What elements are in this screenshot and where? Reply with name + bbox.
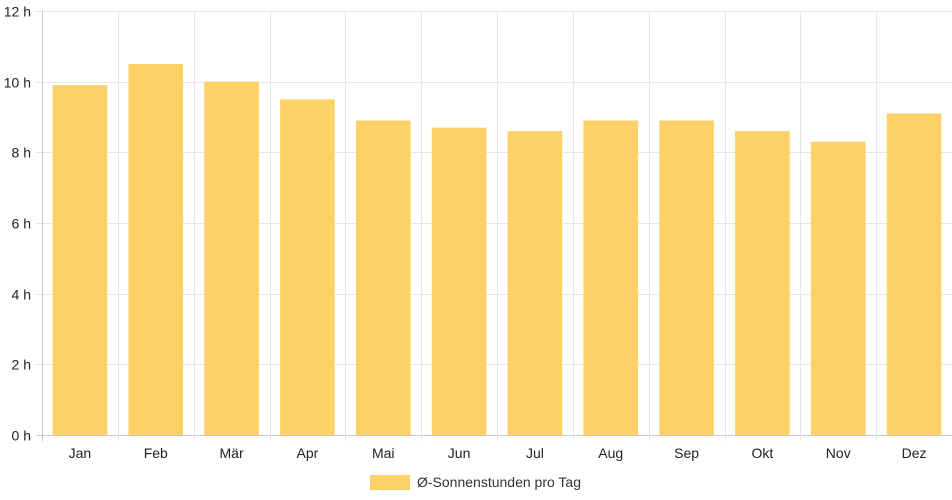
bar-Nov[interactable] — [810, 141, 866, 435]
x-tick-label-Jul: Jul — [526, 445, 544, 461]
y-axis-ticks: 0 h 2 h 4 h 6 h 8 h 10 h 12 h — [4, 4, 31, 444]
bar-Aug[interactable] — [583, 120, 639, 436]
x-axis-ticks: Jan Feb Mär Apr Mai Jun Jul Aug Sep Okt Nov Dez — [69, 445, 927, 461]
legend-label: Ø-Sonnenstunden pro Tag — [417, 474, 581, 490]
y-tick-label-2: 2 h — [12, 357, 31, 373]
y-tick-label-0: 0 h — [12, 428, 31, 444]
bar-Feb[interactable] — [128, 64, 184, 435]
y-tick-label-8: 8 h — [12, 145, 31, 161]
bar-Sep[interactable] — [659, 120, 714, 436]
legend-swatch — [370, 475, 410, 490]
x-tick-label-Okt: Okt — [752, 445, 774, 461]
x-tick-label-Sep: Sep — [674, 445, 699, 461]
legend[interactable]: Ø-Sonnenstunden pro Tag — [370, 474, 581, 490]
bars — [52, 64, 942, 436]
x-tick-label-Jun: Jun — [448, 445, 471, 461]
x-tick-label-Jan: Jan — [69, 445, 92, 461]
x-tick-label-Mär: Mär — [220, 445, 244, 461]
x-tick-label-Nov: Nov — [826, 445, 851, 461]
y-tick-label-4: 4 h — [12, 287, 31, 303]
bar-Jul[interactable] — [507, 131, 563, 435]
bar-Mär[interactable] — [204, 81, 259, 436]
bar-Jan[interactable] — [52, 85, 108, 435]
x-tick-label-Dez: Dez — [902, 445, 927, 461]
y-tick-label-12: 12 h — [4, 4, 31, 20]
bar-Dez[interactable] — [886, 113, 942, 435]
x-tick-label-Apr: Apr — [297, 445, 319, 461]
bar-Mai[interactable] — [355, 120, 411, 436]
bar-Apr[interactable] — [280, 99, 335, 435]
grid-lines — [36, 11, 952, 441]
x-tick-label-Mai: Mai — [372, 445, 395, 461]
bar-Okt[interactable] — [735, 131, 790, 435]
x-tick-label-Feb: Feb — [144, 445, 168, 461]
y-tick-label-6: 6 h — [12, 216, 31, 232]
x-tick-label-Aug: Aug — [598, 445, 623, 461]
bar-Jun[interactable] — [431, 127, 487, 435]
y-tick-label-10: 10 h — [4, 75, 31, 91]
